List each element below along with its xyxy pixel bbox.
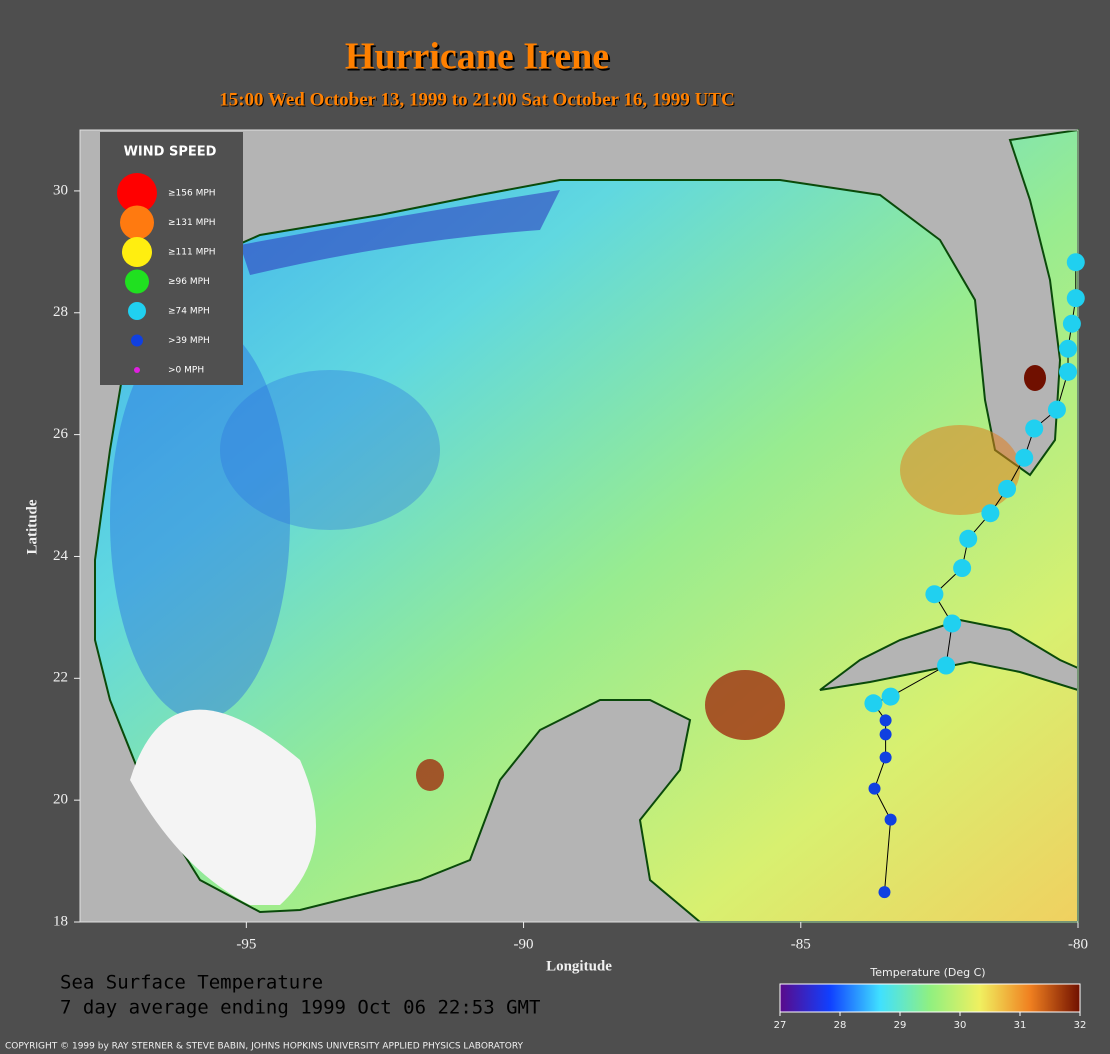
cloud-cover — [130, 709, 316, 905]
warm-patch — [705, 670, 785, 740]
track-point — [879, 728, 892, 741]
legend-label: ≥74 MPH — [168, 307, 210, 317]
track-point — [879, 751, 892, 764]
track-point — [1066, 253, 1085, 272]
legend-label: ≥111 MPH — [168, 248, 216, 258]
chart-title-shadow: Hurricane Irene — [347, 38, 611, 80]
legend-title: WIND SPEED — [124, 145, 217, 160]
track-point — [943, 614, 962, 633]
caption: Sea Surface Temperature — [60, 972, 323, 994]
colorbar — [779, 983, 1081, 1013]
track-point — [1015, 448, 1034, 467]
colorbar-tick-label: 27 — [774, 1020, 787, 1031]
track-point — [1066, 289, 1085, 308]
colorbar-tick-label: 29 — [894, 1020, 907, 1031]
x-tick-label: -80 — [1068, 936, 1088, 952]
legend-swatch — [120, 205, 154, 240]
track-point — [1059, 339, 1078, 358]
chart-subtitle-shadow: 15:00 Wed October 13, 1999 to 21:00 Sat … — [220, 90, 736, 111]
track-point — [879, 714, 892, 727]
track-point — [881, 687, 900, 706]
y-tick-label: 30 — [53, 182, 68, 198]
lake — [1024, 365, 1046, 391]
legend-label: >0 MPH — [168, 366, 204, 376]
chart-subtitle: 15:00 Wed October 13, 1999 to 21:00 Sat … — [219, 89, 735, 110]
legend-swatch — [134, 367, 140, 373]
track-point — [981, 504, 1000, 523]
legend-swatch — [131, 334, 143, 347]
x-axis-label: Longitude — [546, 958, 612, 974]
legend-swatch — [125, 269, 149, 294]
colorbar-title: Temperature (Deg C) — [869, 966, 985, 979]
chart-title: Hurricane Irene — [345, 36, 609, 78]
legend-label: ≥96 MPH — [168, 277, 210, 287]
y-axis-label: Latitude — [24, 499, 40, 554]
track-point — [959, 529, 978, 548]
x-tick-label: -95 — [236, 936, 256, 952]
warm-patch — [900, 425, 1020, 515]
legend-swatch — [117, 173, 157, 213]
colorbar-tick-label: 28 — [834, 1020, 847, 1031]
cool-patch — [110, 320, 290, 720]
y-tick-label: 28 — [53, 304, 68, 320]
track-point — [1059, 362, 1078, 381]
warm-patch — [416, 759, 444, 791]
track-point — [1025, 419, 1044, 438]
track-point — [1062, 314, 1081, 333]
colorbar-tick-label: 31 — [1014, 1020, 1027, 1031]
track-point — [868, 782, 881, 795]
cool-patch — [220, 370, 440, 530]
legend-label: ≥156 MPH — [168, 189, 216, 199]
colorbar-tick-label: 30 — [954, 1020, 967, 1031]
track-point — [925, 585, 944, 604]
plot-frame — [79, 129, 1079, 923]
legend-swatch — [128, 302, 146, 320]
cool-band — [240, 190, 560, 275]
track-point — [953, 559, 972, 578]
y-tick-label: 18 — [53, 913, 68, 929]
track-point — [884, 813, 897, 826]
legend-swatch — [122, 237, 152, 267]
legend-label: ≥131 MPH — [168, 218, 216, 228]
y-tick-label: 20 — [53, 792, 68, 808]
track-point — [937, 656, 956, 675]
legend-box — [100, 132, 243, 385]
track-point — [1047, 400, 1066, 419]
track-point — [864, 694, 883, 713]
legend-label: >39 MPH — [168, 336, 210, 346]
x-tick-label: -85 — [791, 936, 811, 952]
caption: 7 day average ending 1999 Oct 06 22:53 G… — [60, 997, 540, 1019]
map-layer — [79, 128, 1079, 923]
colorbar-tick-label: 32 — [1074, 1020, 1087, 1031]
y-tick-label: 22 — [53, 670, 68, 686]
copyright: COPYRIGHT © 1999 by RAY STERNER & STEVE … — [5, 1042, 524, 1052]
x-tick-label: -90 — [514, 936, 534, 952]
y-tick-label: 26 — [53, 426, 69, 442]
track-point — [998, 479, 1017, 498]
track-point — [878, 886, 891, 899]
y-tick-label: 24 — [53, 548, 69, 564]
